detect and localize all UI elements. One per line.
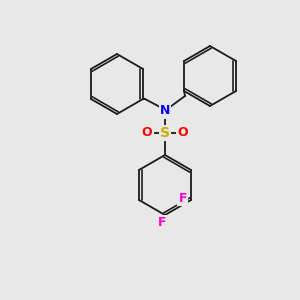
Text: F: F [179, 191, 187, 205]
Text: O: O [142, 127, 152, 140]
Text: N: N [160, 104, 170, 118]
Text: S: S [160, 126, 170, 140]
Text: O: O [178, 127, 188, 140]
Text: F: F [158, 217, 166, 230]
